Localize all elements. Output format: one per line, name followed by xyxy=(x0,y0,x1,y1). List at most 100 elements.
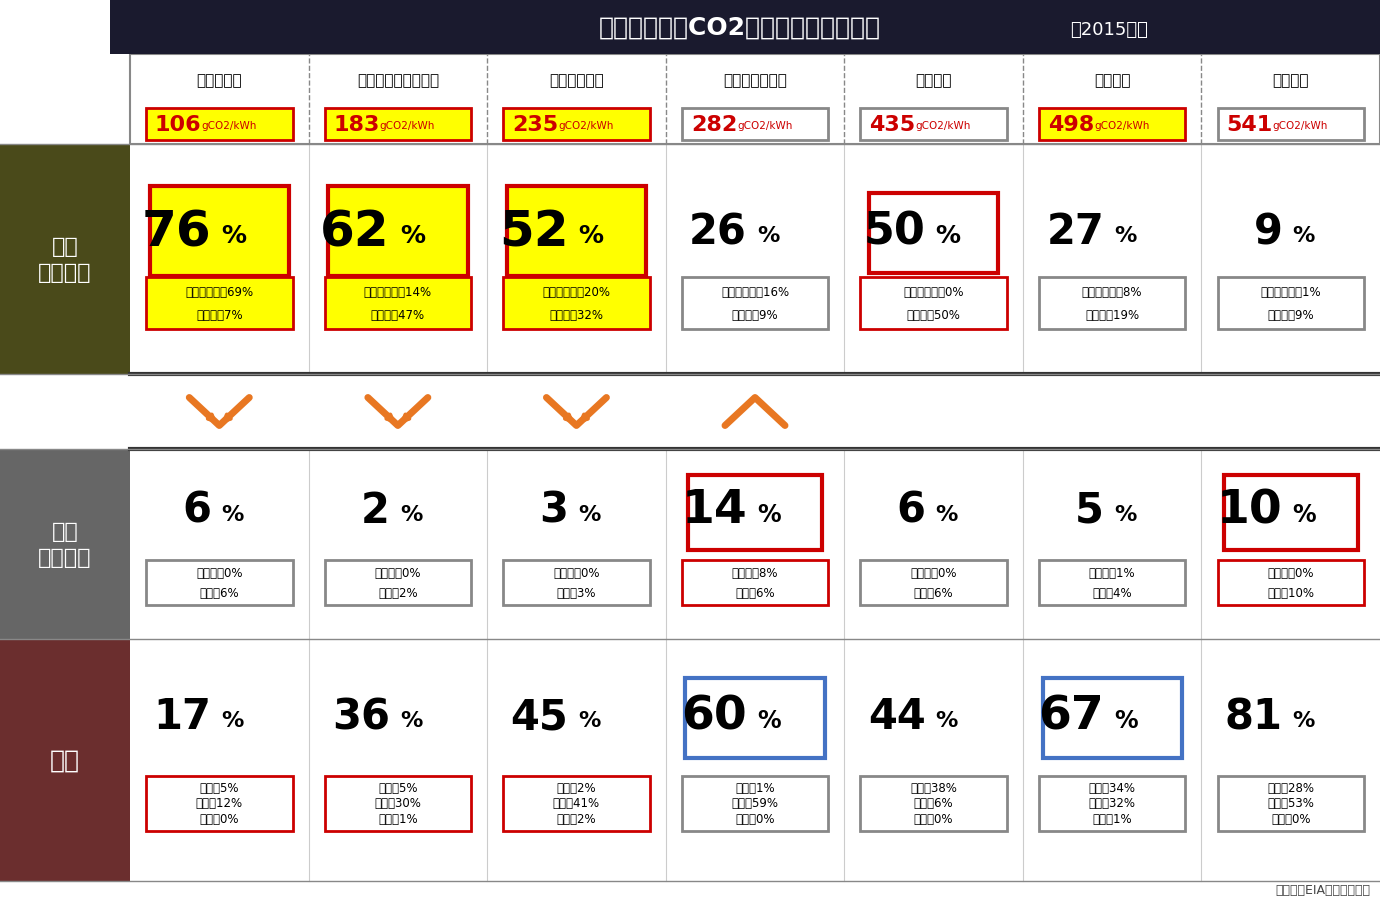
Bar xyxy=(0,145,130,374)
Text: 石油：2%: 石油：2% xyxy=(556,812,596,825)
Text: %: % xyxy=(221,711,244,731)
Text: 原子力：9%: 原子力：9% xyxy=(731,309,778,322)
Bar xyxy=(689,476,822,550)
Text: %: % xyxy=(578,505,600,524)
Text: 6: 6 xyxy=(182,489,211,531)
Text: 石炭：2%: 石炭：2% xyxy=(556,782,596,794)
Text: 26: 26 xyxy=(689,211,747,253)
Text: 62: 62 xyxy=(320,209,391,256)
Text: ガス：32%: ガス：32% xyxy=(1089,796,1136,810)
Text: 石油：1%: 石油：1% xyxy=(378,812,418,825)
Bar xyxy=(860,109,1007,141)
Text: %: % xyxy=(221,224,246,248)
Text: 火力: 火力 xyxy=(50,748,80,773)
Text: 風力：3%: 風力：3% xyxy=(556,587,596,599)
Text: ワシントン: ワシントン xyxy=(196,73,241,87)
Bar xyxy=(504,278,650,330)
Bar xyxy=(1217,278,1363,330)
Bar xyxy=(324,109,471,141)
Text: 235: 235 xyxy=(512,115,559,135)
Text: gCO2/kWh: gCO2/kWh xyxy=(380,121,435,131)
Bar xyxy=(146,560,293,606)
Bar xyxy=(146,109,293,141)
Text: %: % xyxy=(400,505,422,524)
Text: 風力：2%: 風力：2% xyxy=(378,587,418,599)
Text: 3: 3 xyxy=(540,489,569,531)
Bar xyxy=(1039,109,1185,141)
Text: 2: 2 xyxy=(362,489,391,531)
Bar xyxy=(1042,679,1181,759)
Text: 435: 435 xyxy=(869,115,915,135)
Text: %: % xyxy=(758,226,780,246)
Bar xyxy=(0,449,130,640)
Text: 風力：6%: 風力：6% xyxy=(914,587,954,599)
Bar xyxy=(328,187,468,277)
Text: 安定再エネ：16%: 安定再エネ：16% xyxy=(720,285,789,299)
Text: gCO2/kWh: gCO2/kWh xyxy=(737,121,792,131)
Text: ガス：30%: ガス：30% xyxy=(374,796,421,810)
Bar xyxy=(860,278,1007,330)
Bar xyxy=(146,278,293,330)
Text: 67: 67 xyxy=(1038,694,1104,739)
Text: 米国主要州のCO2排出係数と発電構成: 米国主要州のCO2排出係数と発電構成 xyxy=(599,15,880,39)
Text: 風力：6%: 風力：6% xyxy=(200,587,239,599)
Text: 安定再エネ：1%: 安定再エネ：1% xyxy=(1260,285,1321,299)
Text: 米国全体: 米国全体 xyxy=(1094,73,1130,87)
Text: 安定再エネ：0%: 安定再エネ：0% xyxy=(904,285,963,299)
Text: 太陽光：1%: 太陽光：1% xyxy=(1089,567,1136,579)
Bar xyxy=(130,449,1380,640)
Text: 石油：0%: 石油：0% xyxy=(736,812,774,825)
Text: 変動
ゼロエミ: 変動 ゼロエミ xyxy=(39,521,91,568)
Bar xyxy=(506,187,646,277)
Bar xyxy=(0,640,130,881)
Text: 太陽光：0%: 太陽光：0% xyxy=(196,567,243,579)
Text: 太陽光：0%: 太陽光：0% xyxy=(553,567,600,579)
Text: 106: 106 xyxy=(155,115,201,135)
Text: 風力：4%: 風力：4% xyxy=(1093,587,1132,599)
Text: 石炭：38%: 石炭：38% xyxy=(911,782,956,794)
Text: イリノイ: イリノイ xyxy=(915,73,952,87)
Bar xyxy=(324,560,471,606)
Text: 498: 498 xyxy=(1047,115,1094,135)
Text: カリフォルニア: カリフォルニア xyxy=(723,73,787,87)
Text: %: % xyxy=(936,224,960,248)
Text: 183: 183 xyxy=(334,115,380,135)
Text: %: % xyxy=(1293,502,1317,527)
Text: ガス：59%: ガス：59% xyxy=(731,796,778,810)
Text: %: % xyxy=(1114,505,1137,524)
Text: gCO2/kWh: gCO2/kWh xyxy=(201,121,257,131)
Text: 27: 27 xyxy=(1046,211,1104,253)
Text: %: % xyxy=(1293,711,1315,731)
Bar xyxy=(1039,278,1185,330)
Text: %: % xyxy=(758,502,781,527)
Text: ガス：53%: ガス：53% xyxy=(1267,796,1314,810)
Text: 石炭：5%: 石炭：5% xyxy=(200,782,239,794)
Text: 原子力：47%: 原子力：47% xyxy=(371,309,425,322)
Bar xyxy=(860,560,1007,606)
Text: 52: 52 xyxy=(498,209,569,256)
Bar xyxy=(869,194,998,274)
Text: 石油：0%: 石油：0% xyxy=(200,812,239,825)
Text: 安定再エネ：69%: 安定再エネ：69% xyxy=(185,285,254,299)
Bar xyxy=(1224,476,1358,550)
Text: ニューヨーク: ニューヨーク xyxy=(549,73,604,87)
Text: %: % xyxy=(936,711,958,731)
Text: 安定
ゼロエミ: 安定 ゼロエミ xyxy=(39,237,91,283)
Text: 太陽光：0%: 太陽光：0% xyxy=(911,567,956,579)
Text: %: % xyxy=(936,505,958,524)
Bar xyxy=(130,640,1380,881)
Bar xyxy=(1217,109,1363,141)
Text: 原子力：50%: 原子力：50% xyxy=(907,309,960,322)
Text: 81: 81 xyxy=(1224,696,1283,738)
Text: 石炭：28%: 石炭：28% xyxy=(1267,782,1314,794)
Text: （出所）EIA統計より作成: （出所）EIA統計より作成 xyxy=(1275,883,1370,896)
Text: gCO2/kWh: gCO2/kWh xyxy=(1272,121,1328,131)
Text: %: % xyxy=(578,224,603,248)
Bar xyxy=(146,775,293,831)
Bar xyxy=(130,145,1380,374)
Text: gCO2/kWh: gCO2/kWh xyxy=(1094,121,1150,131)
Text: 6: 6 xyxy=(897,489,926,531)
Text: 9: 9 xyxy=(1254,211,1283,253)
Bar xyxy=(324,775,471,831)
Text: 石油：0%: 石油：0% xyxy=(914,812,954,825)
